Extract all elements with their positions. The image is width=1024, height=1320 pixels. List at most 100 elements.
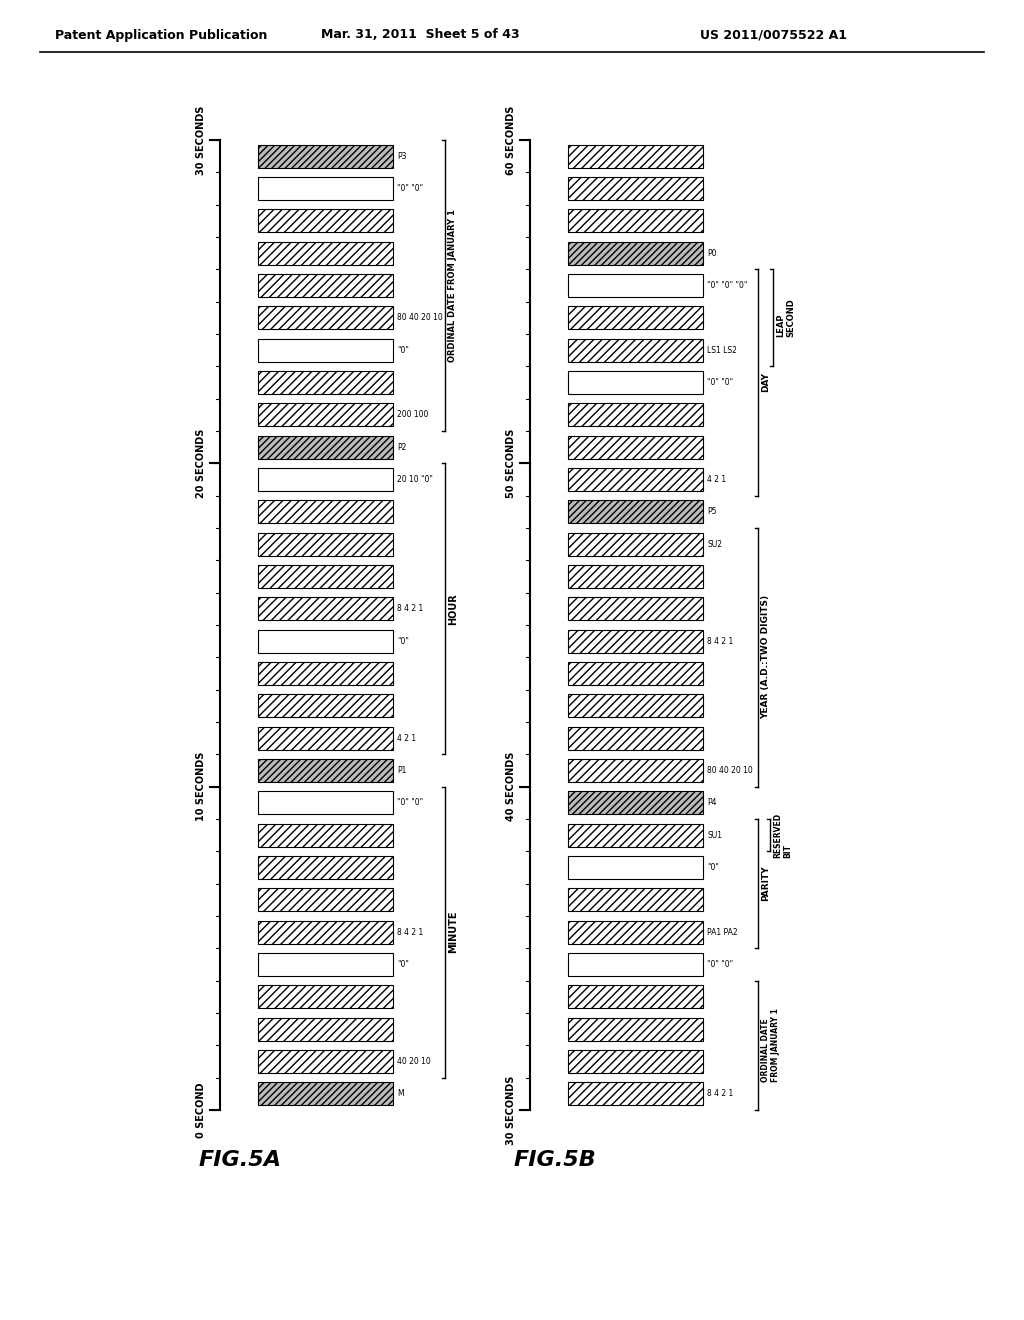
Bar (258, 985, 393, 1008)
Text: 10 SECONDS: 10 SECONDS (196, 752, 206, 821)
Text: 4 2 1: 4 2 1 (397, 734, 416, 743)
Bar (568, 436, 703, 459)
Bar (258, 403, 393, 426)
Bar (258, 888, 393, 912)
Bar (568, 726, 703, 750)
Text: P5: P5 (707, 507, 717, 516)
Bar (258, 694, 393, 718)
Text: 200 100: 200 100 (397, 411, 428, 420)
Text: FIG.5A: FIG.5A (199, 1150, 282, 1170)
Bar (568, 1018, 703, 1040)
Bar (258, 597, 393, 620)
Bar (258, 1018, 393, 1040)
Text: RESERVED
BIT: RESERVED BIT (773, 813, 793, 858)
Text: "0" "0": "0" "0" (397, 183, 423, 193)
Bar (568, 242, 703, 265)
Text: 8 4 2 1: 8 4 2 1 (707, 636, 733, 645)
Text: PA1 PA2: PA1 PA2 (707, 928, 737, 937)
Bar (258, 500, 393, 524)
Text: "0" "0": "0" "0" (397, 799, 423, 808)
Text: 30 SECONDS: 30 SECONDS (506, 1076, 516, 1144)
Text: P1: P1 (397, 766, 407, 775)
Text: 40 20 10: 40 20 10 (397, 1057, 431, 1067)
Bar (568, 597, 703, 620)
Bar (258, 144, 393, 168)
Bar (568, 694, 703, 718)
Text: 4 2 1: 4 2 1 (707, 475, 726, 484)
Text: Patent Application Publication: Patent Application Publication (55, 29, 267, 41)
Bar (258, 467, 393, 491)
Text: Mar. 31, 2011  Sheet 5 of 43: Mar. 31, 2011 Sheet 5 of 43 (321, 29, 519, 41)
Bar (568, 888, 703, 912)
Bar (258, 177, 393, 201)
Text: "0": "0" (397, 346, 409, 355)
Bar (568, 953, 703, 977)
Text: M: M (397, 1089, 403, 1098)
Bar (568, 985, 703, 1008)
Text: P2: P2 (397, 442, 407, 451)
Bar (568, 209, 703, 232)
Bar (258, 630, 393, 653)
Bar (568, 920, 703, 944)
Text: 0 SECOND: 0 SECOND (196, 1082, 206, 1138)
Text: HOUR: HOUR (449, 593, 458, 624)
Text: ORDINAL DATE FROM JANUARY 1: ORDINAL DATE FROM JANUARY 1 (449, 209, 457, 362)
Bar (568, 630, 703, 653)
Text: YEAR (A.D.:TWO DIGITS): YEAR (A.D.:TWO DIGITS) (761, 595, 770, 719)
Bar (258, 273, 393, 297)
Text: LEAP
SECOND: LEAP SECOND (776, 298, 796, 337)
Text: 60 SECONDS: 60 SECONDS (506, 106, 516, 174)
Text: P3: P3 (397, 152, 407, 161)
Bar (568, 791, 703, 814)
Text: "0" "0" "0": "0" "0" "0" (707, 281, 748, 290)
Bar (258, 824, 393, 847)
Text: 20 SECONDS: 20 SECONDS (196, 429, 206, 498)
Text: 80 40 20 10: 80 40 20 10 (707, 766, 753, 775)
Bar (258, 953, 393, 977)
Bar (568, 177, 703, 201)
Text: "0" "0": "0" "0" (707, 960, 733, 969)
Bar (568, 371, 703, 395)
Bar (568, 565, 703, 589)
Text: "0": "0" (707, 863, 719, 873)
Bar (258, 532, 393, 556)
Bar (568, 144, 703, 168)
Bar (258, 209, 393, 232)
Bar (258, 661, 393, 685)
Text: 80 40 20 10: 80 40 20 10 (397, 313, 442, 322)
Text: FIG.5B: FIG.5B (514, 1150, 596, 1170)
Text: 8 4 2 1: 8 4 2 1 (397, 928, 423, 937)
Text: "0" "0": "0" "0" (707, 378, 733, 387)
Text: 40 SECONDS: 40 SECONDS (506, 752, 516, 821)
Text: 8 4 2 1: 8 4 2 1 (397, 605, 423, 614)
Bar (258, 436, 393, 459)
Bar (568, 467, 703, 491)
Text: US 2011/0075522 A1: US 2011/0075522 A1 (700, 29, 847, 41)
Text: 50 SECONDS: 50 SECONDS (506, 429, 516, 498)
Text: P4: P4 (707, 799, 717, 808)
Bar (258, 855, 393, 879)
Bar (568, 855, 703, 879)
Bar (258, 371, 393, 395)
Text: PARITY: PARITY (761, 866, 770, 902)
Text: MINUTE: MINUTE (449, 911, 458, 953)
Bar (258, 791, 393, 814)
Bar (258, 338, 393, 362)
Bar (258, 242, 393, 265)
Bar (568, 306, 703, 330)
Bar (258, 920, 393, 944)
Text: SU1: SU1 (707, 830, 722, 840)
Text: DAY: DAY (761, 372, 770, 392)
Bar (258, 565, 393, 589)
Bar (568, 403, 703, 426)
Bar (258, 1049, 393, 1073)
Bar (258, 726, 393, 750)
Bar (568, 824, 703, 847)
Text: 30 SECONDS: 30 SECONDS (196, 106, 206, 174)
Bar (258, 759, 393, 783)
Text: 20 10 "0": 20 10 "0" (397, 475, 433, 484)
Bar (568, 661, 703, 685)
Bar (568, 1082, 703, 1105)
Bar (258, 1082, 393, 1105)
Text: P0: P0 (707, 248, 717, 257)
